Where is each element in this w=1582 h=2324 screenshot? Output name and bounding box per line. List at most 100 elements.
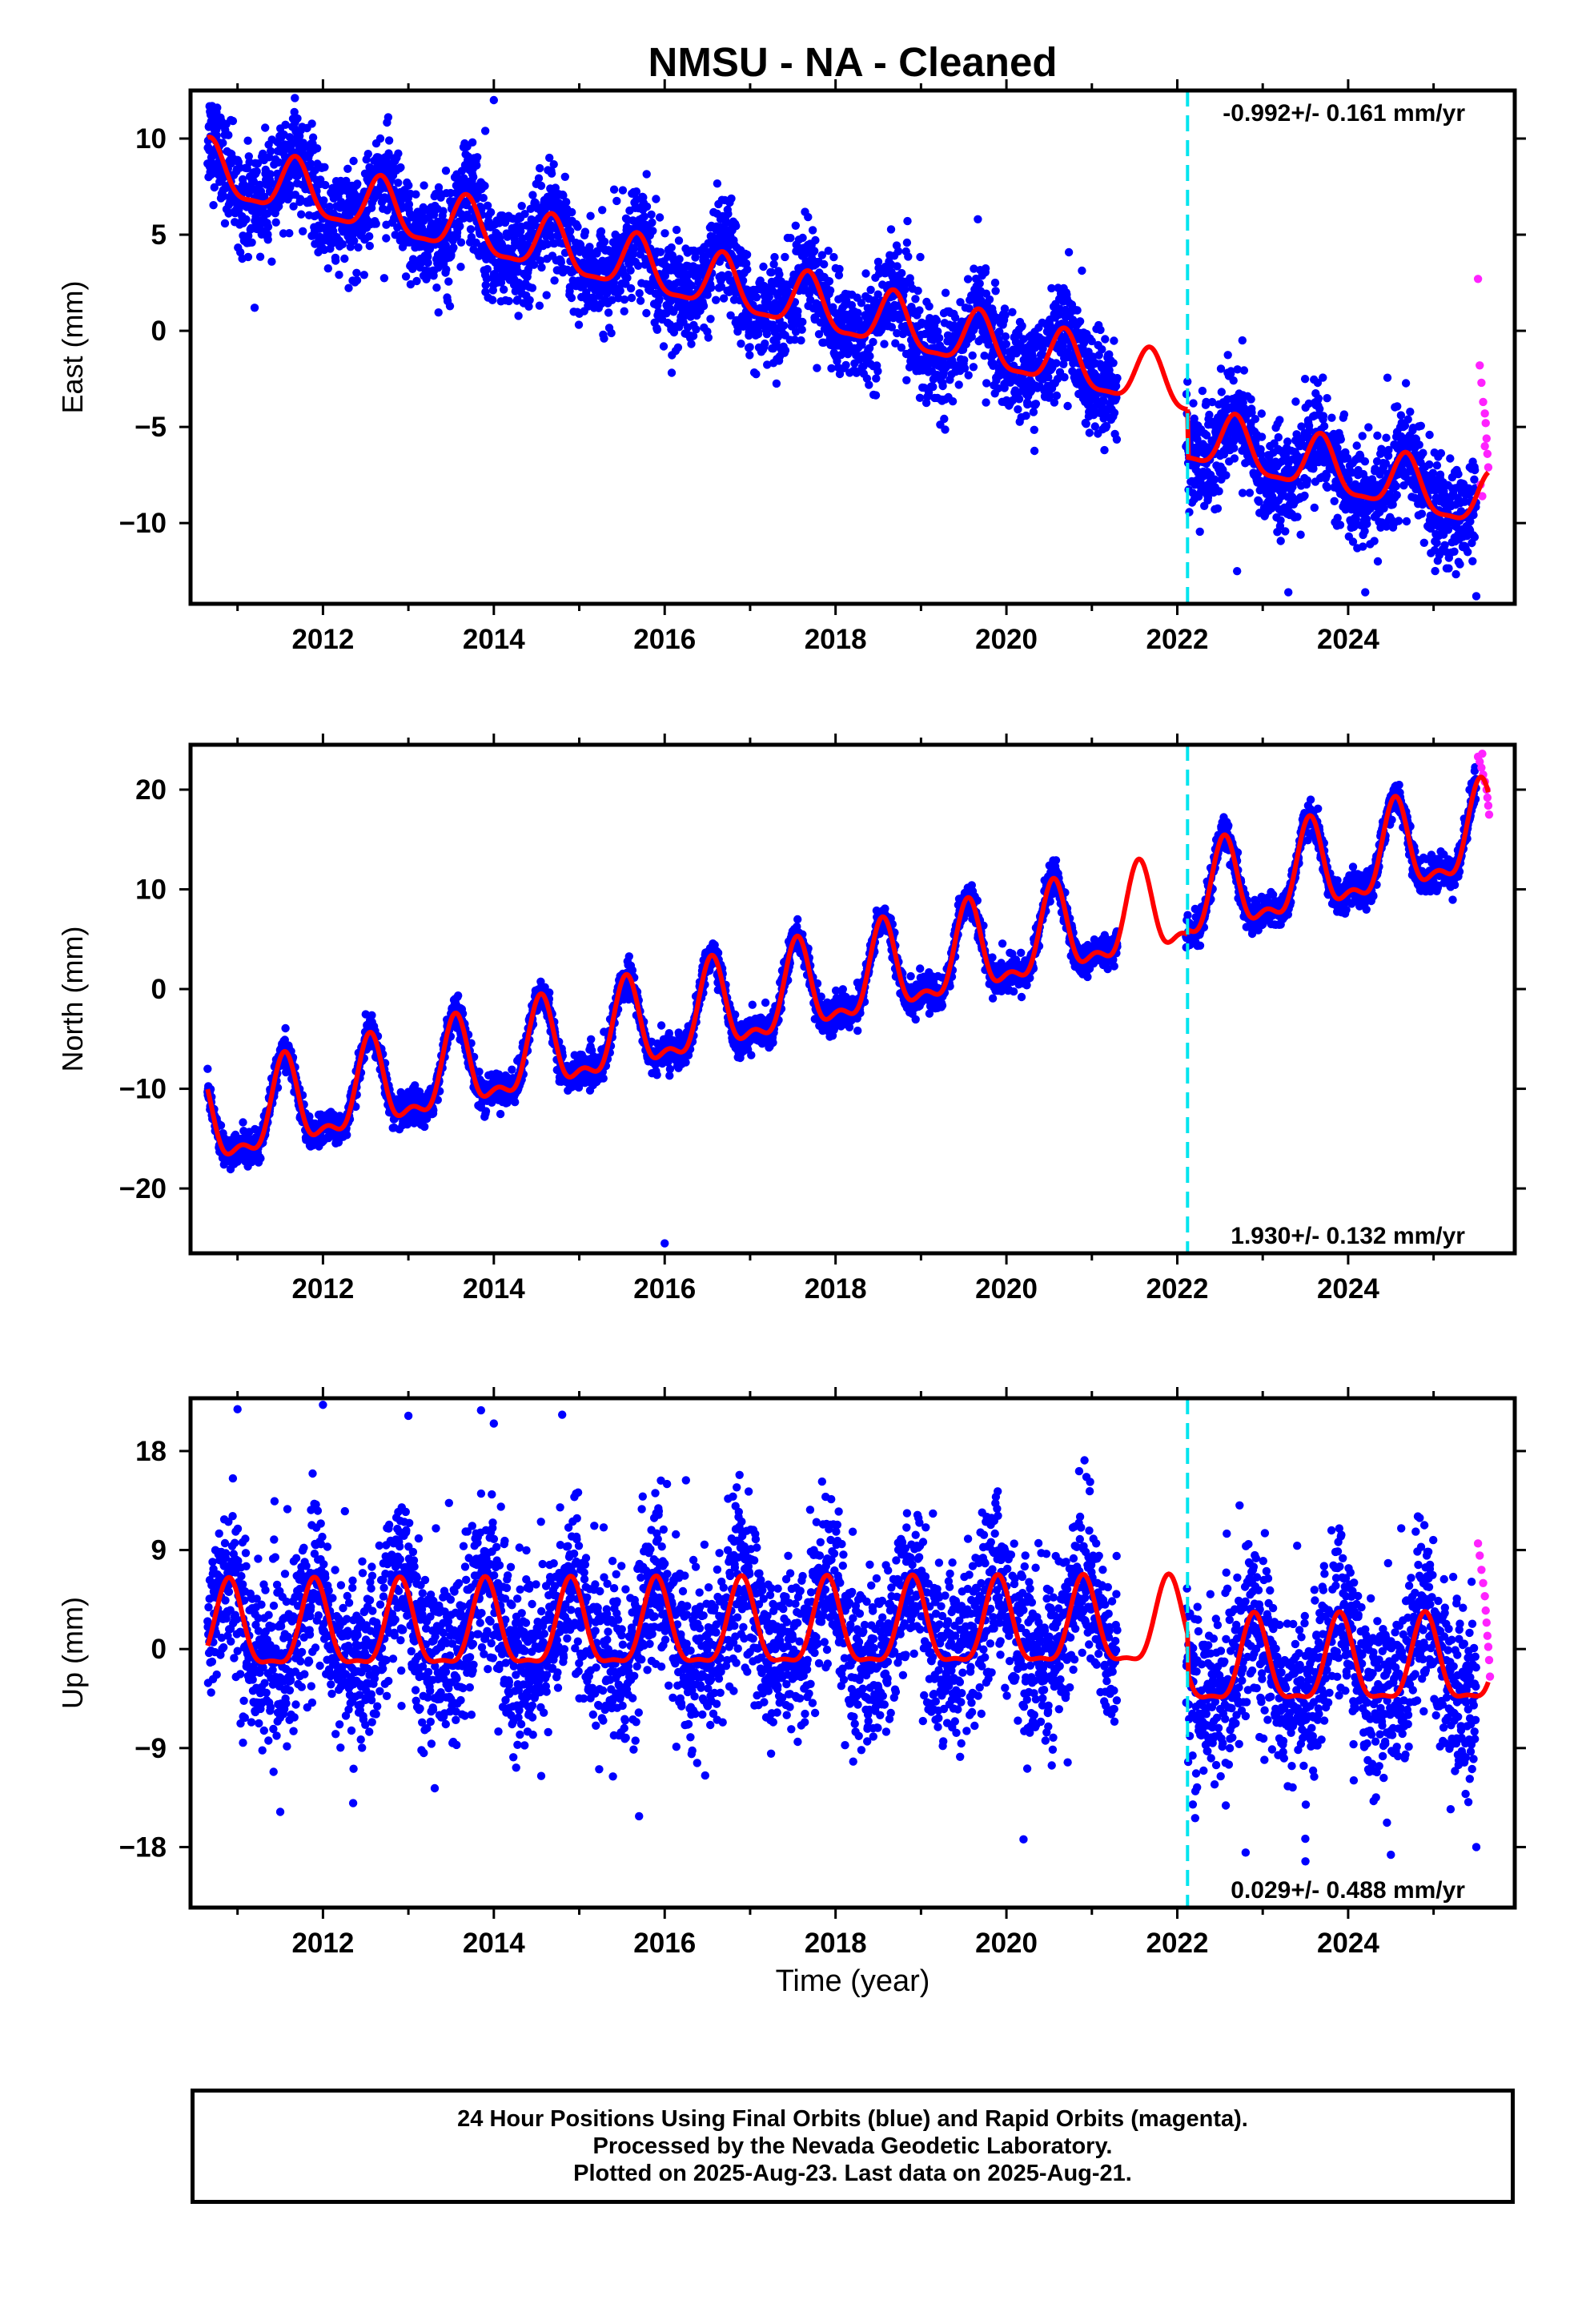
data-point xyxy=(1102,421,1111,431)
data-point xyxy=(308,133,318,142)
rapid-point xyxy=(1476,361,1484,370)
data-point xyxy=(819,259,829,269)
data-point xyxy=(790,336,799,344)
figure-title: NMSU - NA - Cleaned xyxy=(648,39,1058,85)
data-point xyxy=(307,119,316,128)
data-point xyxy=(911,295,920,304)
rapid-point xyxy=(1481,419,1490,428)
data-point xyxy=(261,123,270,132)
data-point xyxy=(1233,365,1242,374)
data-point xyxy=(1394,517,1403,525)
data-point xyxy=(780,321,789,330)
data-point xyxy=(1379,504,1388,513)
data-point xyxy=(1213,504,1223,513)
data-point xyxy=(704,333,713,342)
data-point xyxy=(935,333,944,343)
data-point xyxy=(528,283,537,292)
data-point xyxy=(1436,448,1446,458)
data-point xyxy=(412,276,421,286)
data-point xyxy=(442,265,451,274)
rapid-point xyxy=(1479,397,1488,407)
data-point xyxy=(1450,547,1459,556)
data-point xyxy=(827,364,836,373)
data-point xyxy=(1090,422,1100,431)
data-point xyxy=(835,369,845,379)
data-point xyxy=(343,164,352,173)
data-point xyxy=(480,127,490,135)
data-point xyxy=(1297,422,1306,431)
data-point xyxy=(1247,408,1256,417)
data-point xyxy=(887,323,897,332)
data-point xyxy=(981,264,990,273)
data-point xyxy=(869,337,877,347)
data-point xyxy=(1219,450,1229,459)
data-point xyxy=(396,163,405,172)
data-point xyxy=(480,181,489,191)
data-point xyxy=(623,273,632,283)
data-point xyxy=(209,201,218,210)
data-point xyxy=(915,393,925,402)
y-tick-label: −5 xyxy=(135,412,167,443)
data-point xyxy=(319,196,328,205)
data-point xyxy=(893,262,901,271)
data-point xyxy=(279,229,288,238)
data-point xyxy=(1060,372,1069,382)
data-point xyxy=(989,360,998,368)
data-point xyxy=(769,344,777,353)
data-point xyxy=(652,325,662,334)
data-point xyxy=(990,278,1000,287)
data-point xyxy=(1466,517,1475,526)
data-point xyxy=(656,247,665,256)
data-point xyxy=(525,296,534,304)
data-point xyxy=(859,362,868,371)
data-point xyxy=(255,180,264,189)
data-point xyxy=(1468,557,1477,565)
data-point xyxy=(549,160,558,169)
data-point xyxy=(359,271,368,279)
data-point xyxy=(1344,476,1353,485)
data-point xyxy=(1110,336,1118,345)
data-point xyxy=(640,212,648,221)
data-point xyxy=(1360,527,1369,536)
data-point xyxy=(242,215,251,224)
data-point xyxy=(1393,402,1402,411)
data-point xyxy=(1073,306,1082,315)
data-point xyxy=(726,311,735,320)
data-point xyxy=(1189,399,1198,408)
data-point xyxy=(1419,538,1429,547)
data-point xyxy=(600,237,609,246)
data-point xyxy=(1063,401,1072,411)
data-point xyxy=(965,304,974,313)
data-point xyxy=(743,265,752,274)
data-point xyxy=(299,227,307,235)
data-point xyxy=(1472,592,1481,601)
data-point xyxy=(210,183,219,192)
model-curve xyxy=(207,135,1491,521)
rapid-point xyxy=(1483,449,1492,458)
data-point xyxy=(929,382,938,392)
data-point xyxy=(586,211,595,220)
data-point xyxy=(1022,411,1030,420)
data-point xyxy=(948,397,958,406)
data-point xyxy=(1322,471,1331,480)
data-point xyxy=(872,374,881,383)
data-point xyxy=(1396,411,1406,420)
data-point xyxy=(1470,533,1480,541)
data-point xyxy=(247,238,256,247)
x-tick-label: 2012 xyxy=(291,624,354,655)
data-point xyxy=(647,210,656,219)
data-point xyxy=(479,194,488,203)
data-point xyxy=(970,264,978,273)
data-point xyxy=(228,116,238,126)
data-point xyxy=(1384,445,1393,455)
data-point xyxy=(786,234,795,243)
data-point xyxy=(592,247,601,255)
data-point xyxy=(281,1023,290,1033)
data-point xyxy=(732,222,741,231)
data-point xyxy=(1008,308,1017,316)
data-point xyxy=(913,286,922,296)
panel-east: 2012 2014 2016 2018 2020 2022 20241050−5−10Eas… xyxy=(56,79,1526,655)
data-point xyxy=(932,316,942,325)
data-point xyxy=(445,302,455,311)
